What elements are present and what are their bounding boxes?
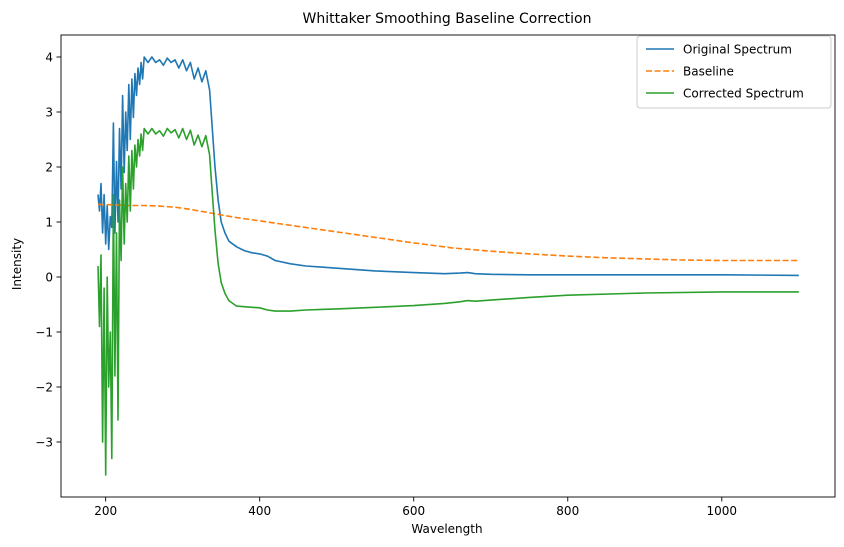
plot-area-frame: [60, 34, 836, 498]
y-axis: −3 −2 −1 0 1 2 3 4: [35, 50, 61, 449]
x-tick-label: 600: [402, 504, 425, 518]
y-tick-label: 3: [45, 105, 53, 119]
x-tick-label: 400: [248, 504, 271, 518]
series-layer: [97, 56, 799, 476]
legend-label: Baseline: [683, 64, 734, 78]
x-tick-label: 800: [556, 504, 579, 518]
y-tick-label: 4: [45, 50, 53, 64]
y-tick-label: 2: [45, 160, 53, 174]
y-axis-label: Intensity: [10, 238, 24, 290]
y-tick-label: −1: [35, 325, 53, 339]
y-tick-label: −2: [35, 380, 53, 394]
x-tick-label: 200: [94, 504, 117, 518]
legend-label: Original Spectrum: [683, 42, 792, 56]
y-tick-label: −3: [35, 435, 53, 449]
x-tick-label: 1000: [707, 504, 738, 518]
x-axis-label: Wavelength: [411, 522, 482, 536]
y-tick-label: 1: [45, 215, 53, 229]
legend-box: [636, 35, 832, 109]
series-line-2: [97, 203, 799, 262]
legend: Original Spectrum Baseline Corrected Spect…: [636, 35, 832, 109]
series-line-3: [97, 127, 799, 476]
series-line-1: [97, 56, 799, 277]
y-tick-label: 0: [45, 270, 53, 284]
chart-title: Whittaker Smoothing Baseline Correction: [303, 11, 592, 27]
legend-label: Corrected Spectrum: [683, 86, 804, 100]
x-axis: 200 400 600 800 1000: [94, 497, 737, 518]
